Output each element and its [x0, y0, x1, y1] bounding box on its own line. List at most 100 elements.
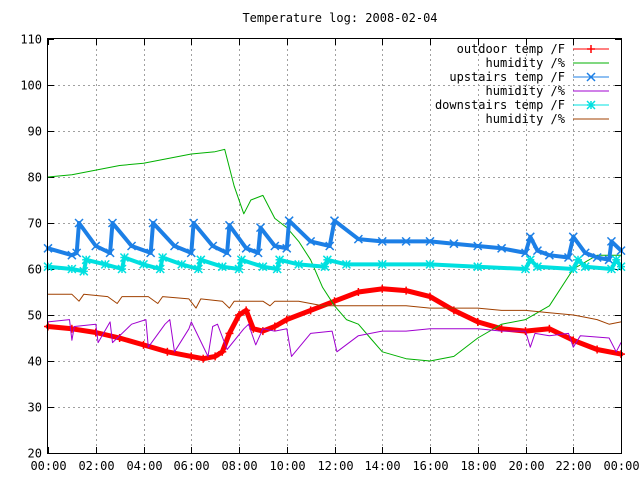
chart-title: Temperature log: 2008-02-04 [242, 11, 437, 25]
data-point [520, 264, 531, 274]
data-point [593, 345, 602, 354]
data-point [282, 315, 291, 324]
y-tick-label: 70 [28, 217, 42, 231]
series-line-4 [47, 319, 622, 357]
y-tick-label: 20 [28, 447, 42, 461]
plot-area [43, 148, 626, 363]
data-point [270, 241, 280, 251]
data-point [193, 264, 203, 274]
data-point [325, 241, 335, 251]
x-tick-label: 16:00 [412, 459, 448, 473]
data-point [67, 324, 76, 333]
x-tick-label: 08:00 [221, 459, 257, 473]
data-point [294, 259, 304, 269]
plot-frame [47, 38, 622, 454]
data-point [236, 255, 246, 265]
x-tick-label: 22:00 [555, 459, 591, 473]
data-point [306, 236, 316, 246]
data-point [67, 250, 77, 260]
legend-label: humidity /% [486, 56, 566, 70]
data-point [604, 255, 614, 265]
data-point [255, 223, 266, 233]
data-point [196, 255, 206, 265]
data-point [105, 248, 115, 258]
legend-label: humidity /% [486, 112, 566, 126]
data-point [72, 248, 82, 258]
data-point [275, 255, 285, 265]
x-tick-label: 10:00 [269, 459, 305, 473]
y-tick-label: 80 [28, 171, 42, 185]
data-point [497, 243, 507, 253]
data-point [545, 324, 554, 333]
data-point [91, 241, 101, 251]
data-point [322, 255, 332, 265]
data-point [148, 218, 158, 228]
data-point [329, 216, 340, 226]
data-point [568, 264, 578, 274]
data-point [208, 241, 218, 251]
data-point [186, 248, 196, 258]
data-point [606, 264, 616, 274]
y-tick-label: 50 [28, 309, 42, 323]
data-point [306, 306, 315, 315]
data-point [401, 236, 411, 246]
data-point [107, 218, 117, 228]
data-point [568, 232, 578, 242]
data-point [320, 262, 330, 272]
y-tick-label: 30 [28, 401, 42, 415]
data-point [449, 239, 459, 249]
data-point [592, 252, 602, 263]
data-point [235, 311, 243, 319]
data-point [258, 262, 268, 272]
x-tick-label: 02:00 [78, 459, 114, 473]
data-point [341, 259, 351, 269]
x-tick-label: 06:00 [173, 459, 209, 473]
data-point [241, 243, 251, 253]
data-point [91, 328, 100, 337]
data-point [117, 264, 127, 274]
data-point [139, 340, 148, 349]
data-point [426, 292, 434, 301]
series-line-2 [47, 148, 622, 362]
data-point [532, 246, 542, 256]
data-point [234, 264, 244, 274]
legend-marker [587, 45, 595, 53]
data-point [100, 259, 110, 269]
data-point [242, 306, 251, 315]
y-tick-label: 40 [28, 355, 42, 369]
data-point [127, 241, 137, 251]
data-point [606, 236, 616, 246]
data-point [218, 347, 227, 356]
data-point [217, 262, 227, 272]
x-tick-label: 14:00 [364, 459, 400, 473]
data-point [525, 255, 535, 265]
data-point [67, 264, 77, 274]
data-point [377, 259, 387, 269]
data-point [282, 243, 292, 253]
y-axis: 20 30 40 50 60 70 80 90 100 110 [20, 33, 621, 461]
x-tick-label: 18:00 [460, 459, 496, 473]
x-tick-label: 04:00 [126, 459, 162, 473]
data-point [170, 241, 180, 251]
data-point [211, 352, 220, 361]
data-point [284, 216, 294, 226]
data-point [544, 250, 554, 260]
y-tick-label: 100 [20, 79, 42, 93]
data-point [163, 347, 172, 356]
x-axis: 00:00 02:00 04:00 06:00 08:00 10:00 12:00 14:00… [30, 39, 640, 473]
data-point [573, 255, 583, 265]
data-point [253, 248, 263, 258]
data-point [74, 218, 84, 228]
data-point [563, 252, 574, 263]
legend-label: upstairs temp /F [449, 70, 565, 84]
data-point [611, 255, 621, 265]
data-point [224, 220, 234, 230]
y-tick-label: 90 [28, 125, 42, 139]
data-point [146, 248, 156, 258]
legend-label: outdoor temp /F [457, 42, 565, 56]
legend-label: humidity /% [486, 84, 566, 98]
data-point [473, 262, 483, 272]
x-tick-label: 12:00 [317, 459, 353, 473]
